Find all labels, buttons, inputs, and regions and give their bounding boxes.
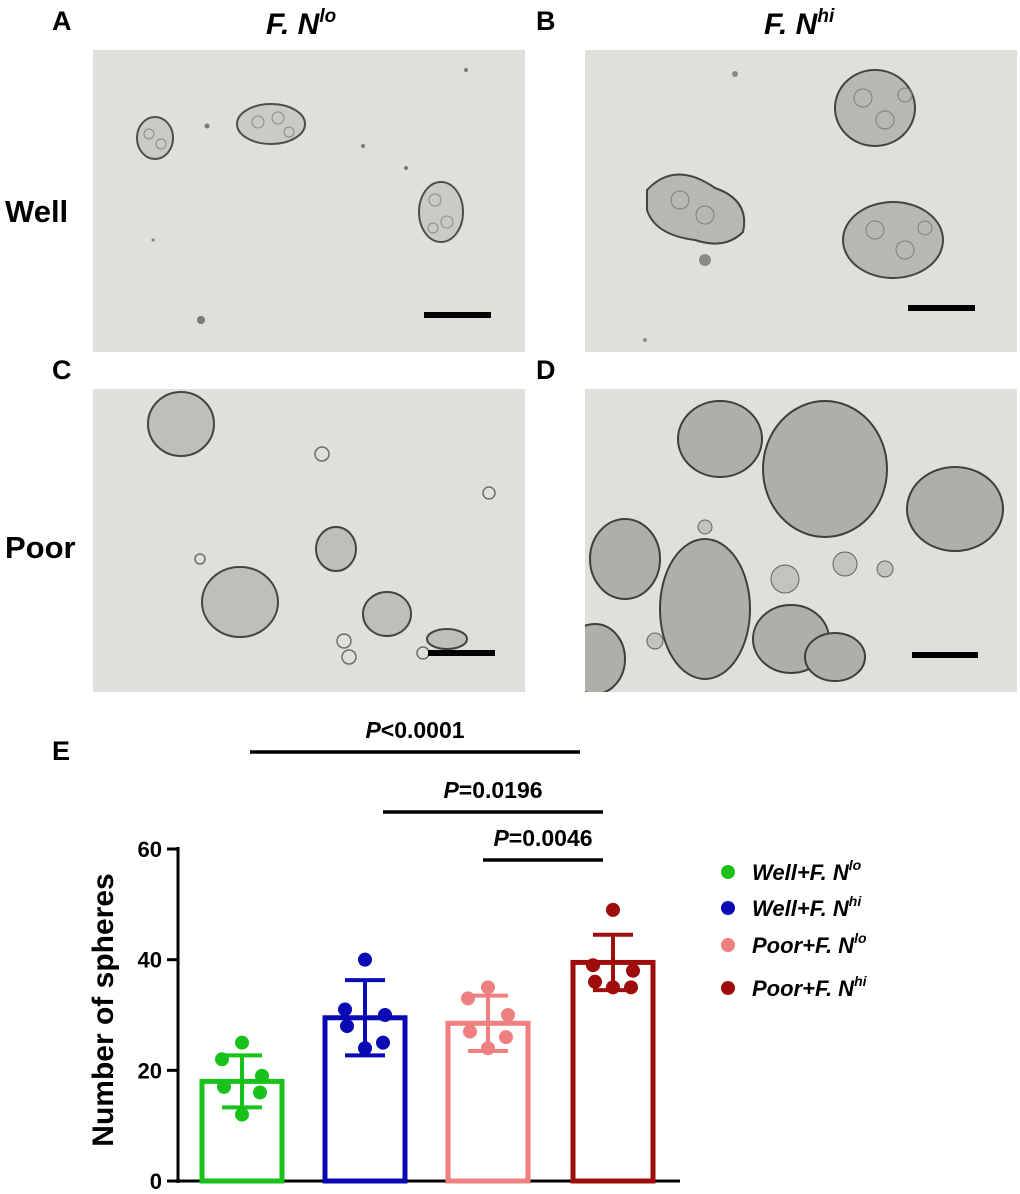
data-point-2-2 <box>501 1008 515 1022</box>
data-point-2-0 <box>481 980 495 995</box>
legend-label-3: Poor+F. Nhi <box>752 973 868 1001</box>
data-point-1-2 <box>378 1008 392 1022</box>
legend-marker-0 <box>721 865 735 879</box>
legend-label-2: Poor+F. Nlo <box>752 930 867 958</box>
panel-letter-a: A <box>52 6 72 36</box>
column-title-nlo-main: F. N <box>266 8 320 41</box>
y-tick-label-60: 60 <box>138 837 162 862</box>
data-point-1-4 <box>376 1035 390 1050</box>
bar-3 <box>570 959 656 1184</box>
data-point-3-3 <box>588 974 602 989</box>
data-point-1-5 <box>358 1041 372 1056</box>
column-title-nhi-sup: hi <box>817 6 835 27</box>
row-label-poor: Poor <box>5 530 76 565</box>
data-point-1-1 <box>338 1002 352 1017</box>
legend-marker-3 <box>721 981 735 995</box>
panel-letter-c: C <box>52 355 72 385</box>
panel-letter-e: E <box>52 736 71 766</box>
y-tick-label-20: 20 <box>138 1058 162 1083</box>
micrograph-panel-a <box>93 50 525 352</box>
data-point-1-0 <box>358 952 372 967</box>
p-value-label-0: P<0.0001 <box>365 717 464 743</box>
data-point-0-5 <box>235 1107 249 1122</box>
data-point-3-1 <box>586 958 600 973</box>
data-point-2-5 <box>481 1041 495 1056</box>
data-point-0-2 <box>255 1068 269 1083</box>
column-title-nhi: F. Nhi <box>764 7 834 40</box>
data-point-0-0 <box>235 1035 249 1050</box>
data-point-3-0 <box>606 902 620 917</box>
column-title-nlo-sup: lo <box>319 6 337 27</box>
micrograph-panel-c <box>93 389 525 692</box>
sphere-count-bar-chart: Number of spheres 0 20 40 60 P<0.0001 P=0.019… <box>87 717 868 1194</box>
row-label-well: Well <box>5 194 69 229</box>
data-point-2-1 <box>461 991 475 1006</box>
micrograph-panel-b <box>585 50 1017 352</box>
data-point-0-4 <box>253 1085 267 1100</box>
p-value-label-2: P=0.0046 <box>493 825 592 851</box>
data-point-1-3 <box>340 1019 354 1034</box>
panel-letter-b: B <box>536 6 556 36</box>
column-title-nlo: F. Nlo <box>266 7 336 40</box>
legend-marker-1 <box>721 901 735 915</box>
p-value-label-1: P=0.0196 <box>443 777 542 803</box>
legend-marker-2 <box>721 938 735 952</box>
data-point-3-2 <box>626 963 640 978</box>
data-point-3-4 <box>624 980 638 995</box>
y-tick-label-0: 0 <box>150 1169 162 1194</box>
panel-letter-d: D <box>536 355 556 385</box>
column-title-nhi-main: F. N <box>764 8 818 41</box>
y-axis-label: Number of spheres <box>87 873 120 1146</box>
data-point-2-4 <box>499 1030 513 1045</box>
data-point-0-1 <box>215 1052 229 1067</box>
data-point-0-3 <box>217 1079 231 1094</box>
legend-label-1: Well+F. Nhi <box>752 893 862 921</box>
y-tick-label-40: 40 <box>138 948 162 973</box>
data-point-3-5 <box>606 980 620 995</box>
data-point-2-3 <box>463 1024 477 1039</box>
legend-label-0: Well+F. Nlo <box>752 857 862 885</box>
micrograph-panel-d <box>585 389 1017 692</box>
